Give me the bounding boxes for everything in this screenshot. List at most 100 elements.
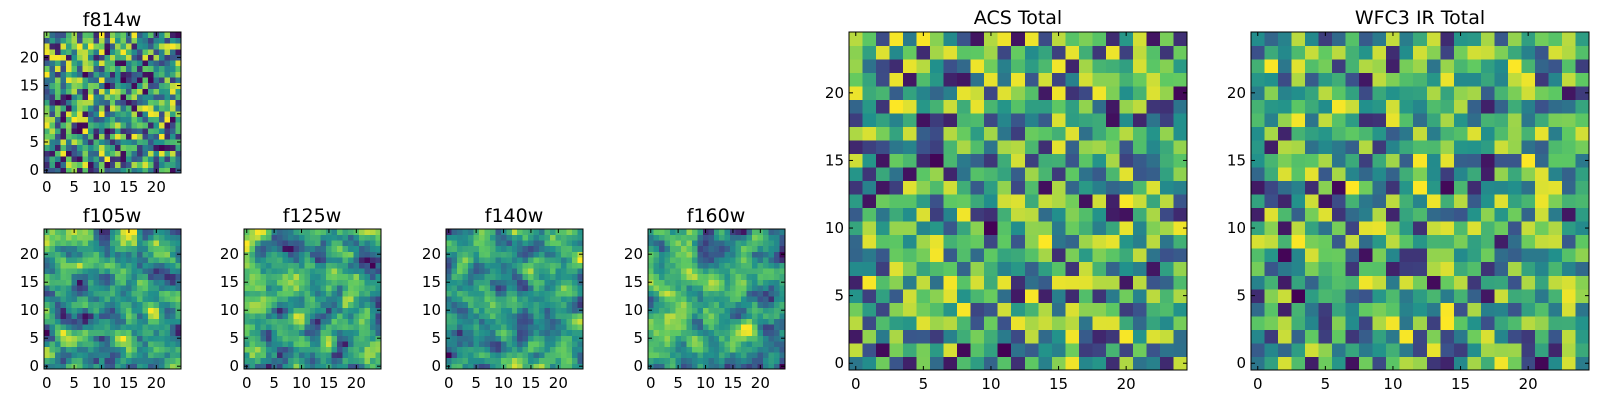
heatmap-cell xyxy=(142,144,149,151)
heatmap-cell xyxy=(44,257,50,263)
heatmap-cell xyxy=(1011,126,1026,141)
heatmap-cell xyxy=(137,296,144,303)
heatmap-cell xyxy=(561,352,567,359)
heatmap-cell xyxy=(364,307,371,314)
heatmap-cell xyxy=(93,240,100,247)
heatmap-cell xyxy=(1011,356,1026,371)
heatmap-cell xyxy=(763,285,769,291)
heatmap-cell xyxy=(370,245,376,252)
heatmap-cell xyxy=(315,262,322,269)
heatmap-cell xyxy=(1453,356,1468,371)
heatmap-cell xyxy=(1453,221,1468,236)
heatmap-cell xyxy=(1105,167,1120,182)
heatmap-cell xyxy=(1065,113,1080,128)
heatmap-cell xyxy=(375,268,382,275)
heatmap-cell xyxy=(126,268,133,275)
heatmap-cell xyxy=(293,301,300,308)
heatmap-cell xyxy=(889,221,904,236)
heatmap-cell xyxy=(997,342,1012,357)
heatmap-cell xyxy=(456,318,463,325)
heatmap-cell xyxy=(511,268,518,275)
heatmap-cell xyxy=(1105,99,1120,114)
heatmap-cell xyxy=(265,268,272,275)
heatmap-cell xyxy=(1440,315,1455,330)
heatmap-cell xyxy=(375,341,382,347)
heatmap-cell xyxy=(159,279,165,286)
heatmap-cell xyxy=(1345,207,1360,222)
heatmap-cell xyxy=(170,257,176,263)
heatmap-cell xyxy=(539,262,546,269)
heatmap-cell xyxy=(1467,86,1482,100)
heatmap-cell xyxy=(1426,45,1441,60)
heatmap-cell xyxy=(249,290,256,297)
heatmap-cell xyxy=(293,352,300,359)
heatmap-cell xyxy=(473,346,480,353)
heatmap-cell xyxy=(680,273,687,280)
heatmap-cell xyxy=(1413,261,1428,276)
heatmap-cell xyxy=(763,318,769,325)
heatmap-cell xyxy=(126,127,133,134)
heatmap-cell xyxy=(54,335,61,342)
heatmap-cell xyxy=(1345,180,1360,195)
heatmap-cell xyxy=(768,301,775,308)
heatmap-cell xyxy=(489,329,496,336)
heatmap-cell xyxy=(76,285,83,291)
heatmap-cell xyxy=(473,341,480,347)
heatmap-cell xyxy=(175,245,182,252)
heatmap-cell xyxy=(774,324,780,331)
heatmap-cell xyxy=(702,335,709,342)
heatmap-cell xyxy=(337,251,344,258)
heatmap-cell xyxy=(1119,261,1134,276)
heatmap-cell xyxy=(54,262,61,269)
heatmap-cell xyxy=(555,335,562,342)
heatmap-cell xyxy=(271,313,278,319)
heatmap-cell xyxy=(282,352,289,359)
heatmap-cell xyxy=(1480,315,1495,330)
heatmap-cell xyxy=(876,302,890,317)
heatmap-cell xyxy=(65,335,72,342)
heatmap-cell xyxy=(719,335,726,342)
heatmap-cell xyxy=(456,324,463,331)
heatmap-cell xyxy=(260,318,267,325)
heatmap-cell xyxy=(916,153,931,168)
heatmap-cell xyxy=(1119,275,1134,290)
heatmap-cell xyxy=(495,245,502,252)
heatmap-cell xyxy=(1051,72,1066,87)
heatmap-cell xyxy=(1561,32,1576,46)
heatmap-cell xyxy=(484,245,491,252)
heatmap-cell xyxy=(1494,113,1509,128)
heatmap-cell xyxy=(653,313,660,319)
heatmap-cell xyxy=(265,251,272,258)
heatmap-cell xyxy=(489,262,496,269)
heatmap-cell xyxy=(170,279,176,286)
heatmap-cell xyxy=(735,234,742,241)
heatmap-cell xyxy=(555,296,562,303)
heatmap-cell xyxy=(76,144,83,151)
heatmap-cell xyxy=(462,307,469,314)
heatmap-cell xyxy=(115,88,122,95)
heatmap-cell xyxy=(774,290,780,297)
heatmap-cell xyxy=(522,268,529,275)
heatmap-cell xyxy=(93,122,100,129)
heatmap-cell xyxy=(500,301,507,308)
heatmap-cell xyxy=(970,126,985,141)
heatmap-cell xyxy=(87,229,94,235)
heatmap-cell xyxy=(1399,45,1414,60)
heatmap-cell xyxy=(768,296,775,303)
heatmap-cell xyxy=(115,139,122,146)
heatmap-cell xyxy=(489,240,496,247)
heatmap-cell xyxy=(1561,167,1576,182)
heatmap-cell xyxy=(175,43,182,50)
heatmap-cell xyxy=(1251,99,1265,114)
heatmap-cell xyxy=(315,285,322,291)
heatmap-cell xyxy=(757,329,764,336)
heatmap-cell xyxy=(903,126,917,141)
heatmap-cell xyxy=(572,296,578,303)
heatmap-cell xyxy=(862,153,877,168)
heatmap-cell xyxy=(271,268,278,275)
heatmap-cell xyxy=(943,86,958,100)
heatmap-cell xyxy=(664,352,671,359)
heatmap-cell xyxy=(653,296,660,303)
heatmap-cell xyxy=(1264,207,1279,222)
heatmap-cell xyxy=(254,307,261,314)
